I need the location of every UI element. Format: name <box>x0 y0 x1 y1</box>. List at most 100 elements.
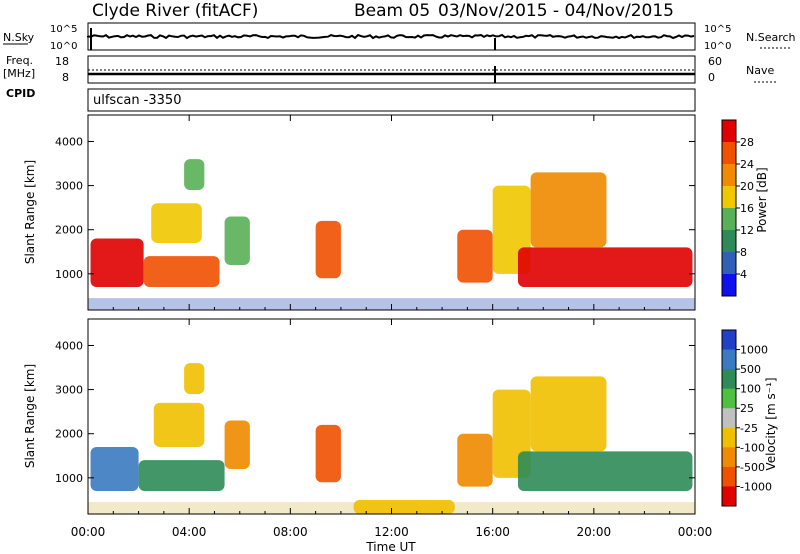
echo-region <box>517 451 693 492</box>
colorbar-segment <box>722 142 736 165</box>
colorbar-tick-label: -500 <box>740 461 765 474</box>
x-tick-label: 04:00 <box>172 525 207 539</box>
echo-region <box>315 424 341 483</box>
power-colorbar: 4 8 12 16 20 24 28 <box>721 119 754 297</box>
freq-unit: [MHz] <box>3 67 35 80</box>
date-range: 03/Nov/2015 - 04/Nov/2015 <box>438 1 674 21</box>
colorbar-segment <box>722 466 736 487</box>
colorbar-tick-label: 20 <box>740 180 754 193</box>
echo-region <box>153 402 205 447</box>
y-tick-label: 4000 <box>55 339 83 352</box>
freq-label: Freq. <box>6 54 33 67</box>
velocity-colorbar-label: Velocity [m s⁻¹] <box>764 377 778 470</box>
nave-label: Nave <box>746 64 774 77</box>
colorbar-segment <box>722 120 736 143</box>
colorbar-segment <box>722 330 736 351</box>
colorbar-tick-label: -25 <box>740 422 758 435</box>
colorbar-segment <box>722 208 736 231</box>
nsky-tick-bottom: 10^0 <box>50 41 77 52</box>
colorbar-segment <box>722 408 736 429</box>
echo-region <box>530 376 607 452</box>
colorbar-segment <box>722 252 736 275</box>
colorbar-tick-label: 24 <box>740 158 754 171</box>
colorbar-tick-label: 1000 <box>740 344 768 357</box>
cpid-panel <box>87 88 696 112</box>
velocity-y-ticks: 1000 2000 3000 4000 <box>55 339 695 485</box>
nsky-label: N.Sky <box>3 31 35 44</box>
x-tick-label: 00:00 <box>71 525 106 539</box>
echo-region <box>90 446 139 492</box>
colorbar-segment <box>722 349 736 370</box>
velocity-panel: 1000 2000 3000 4000 Slant Range [km] <box>23 318 696 515</box>
nsearch-tick-bottom: 10^0 <box>704 41 731 52</box>
colorbar-segment <box>722 230 736 253</box>
velocity-colorbar: 1000 500 100 25 -25 -100 -500 -1000 <box>721 329 772 507</box>
colorbar-segment <box>722 427 736 448</box>
echo-region <box>224 216 250 265</box>
colorbar-segment <box>722 369 736 390</box>
beam-label: Beam 05 <box>354 1 430 21</box>
echo-region <box>224 420 250 469</box>
y-tick-label: 3000 <box>55 384 83 397</box>
x-tick-label: 08:00 <box>273 525 308 539</box>
colorbar-tick-label: 8 <box>740 246 747 259</box>
colorbar-segment <box>722 486 736 507</box>
colorbar-tick-label: 500 <box>740 363 761 376</box>
colorbar-segment <box>722 274 736 297</box>
echo-region <box>184 159 205 190</box>
freq-panel <box>87 55 696 84</box>
y-tick-label: 2000 <box>55 224 83 237</box>
station-title: Clyde River (fitACF) <box>92 1 258 21</box>
cpid-label: CPID <box>6 87 35 100</box>
colorbar-tick-label: 16 <box>740 202 754 215</box>
velocity-y-axis-label: Slant Range [km] <box>23 364 37 468</box>
x-axis-label: Time UT <box>365 540 416 554</box>
colorbar-tick-label: -1000 <box>740 480 772 493</box>
nsearch-tick-top: 10^5 <box>704 24 731 35</box>
colorbar-segment <box>722 186 736 209</box>
nsky-tick-top: 10^5 <box>50 24 77 35</box>
power-colorbar-label: Power [dB] <box>755 167 769 232</box>
colorbar-tick-label: -100 <box>740 441 765 454</box>
x-axis-ticks: 00:00 04:00 08:00 12:00 16:00 20:00 00:00 <box>71 115 713 539</box>
echo-region <box>457 229 493 283</box>
colorbar-tick-label: 100 <box>740 383 761 396</box>
echo-region <box>315 220 341 279</box>
freq-tick-bottom: 8 <box>62 71 69 84</box>
y-tick-label: 2000 <box>55 428 83 441</box>
echo-region <box>143 256 220 288</box>
colorbar-frame <box>721 329 737 507</box>
echo-region <box>184 363 205 394</box>
x-tick-label: 12:00 <box>374 525 409 539</box>
echo-region <box>530 172 607 248</box>
nsearch-label: N.Search <box>746 31 796 44</box>
y-tick-label: 1000 <box>55 268 83 281</box>
echo-region <box>90 238 144 288</box>
echo-region <box>138 460 225 492</box>
echo-region <box>457 433 493 487</box>
cpid-value: ulfscan -3350 <box>93 93 181 108</box>
colorbar-segment <box>722 447 736 468</box>
echo-region <box>353 499 455 514</box>
nsky-trace <box>87 33 695 40</box>
power-panel: 1000 2000 3000 4000 Slant Range [km] <box>23 114 696 311</box>
echo-region <box>517 247 693 288</box>
echo-region <box>151 203 202 243</box>
colorbar-segment <box>722 388 736 409</box>
colorbar-tick-label: 12 <box>740 224 754 237</box>
colorbar-tick-label: 25 <box>740 402 754 415</box>
colorbar-tick-label: 4 <box>740 268 747 281</box>
nave-tick-top: 60 <box>708 55 722 68</box>
power-y-ticks: 1000 2000 3000 4000 <box>55 135 695 281</box>
y-tick-label: 3000 <box>55 180 83 193</box>
colorbar-segment <box>722 164 736 187</box>
colorbar-tick-label: 28 <box>740 136 754 149</box>
y-tick-label: 1000 <box>55 472 83 485</box>
x-tick-label: 20:00 <box>577 525 612 539</box>
x-tick-label: 16:00 <box>475 525 510 539</box>
freq-tick-top: 18 <box>55 55 69 68</box>
x-tick-label: 00:00 <box>678 525 713 539</box>
y-tick-label: 4000 <box>55 135 83 148</box>
power-y-axis-label: Slant Range [km] <box>23 160 37 264</box>
